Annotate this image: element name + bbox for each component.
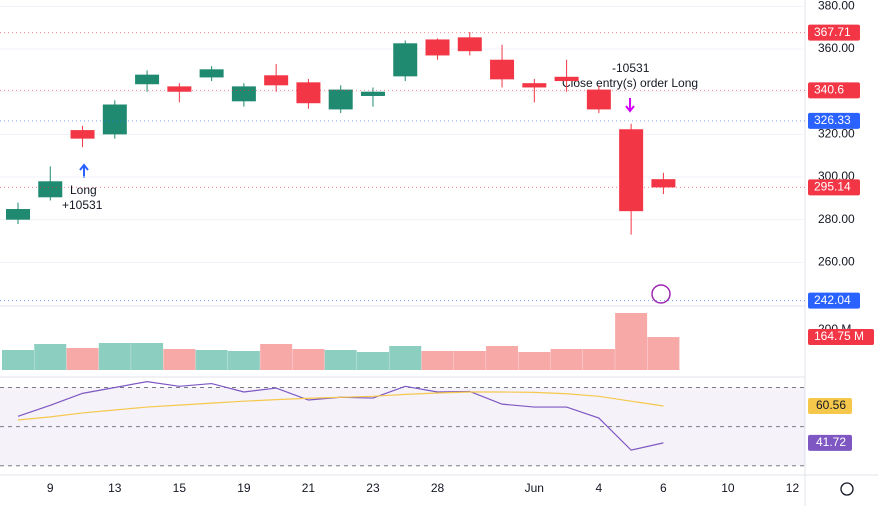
x-tick-label: 10 — [721, 481, 735, 495]
entry-arrow — [79, 163, 89, 178]
price-label: 367.71 — [814, 25, 851, 39]
y-tick-label: 380.00 — [818, 0, 855, 13]
candle-body — [393, 43, 418, 77]
rsi-label-bg — [808, 434, 852, 451]
annotation: Long — [70, 183, 97, 197]
candle-body — [38, 181, 63, 198]
x-tick-label: 9 — [47, 481, 54, 495]
price-label: 295.14 — [814, 180, 851, 194]
candle-body — [135, 74, 160, 85]
y-tick-label: 360.00 — [818, 41, 855, 55]
x-tick-label: 6 — [660, 481, 667, 495]
volume-label: 164.75 M — [814, 329, 864, 343]
volume-bar — [518, 352, 551, 370]
annotation: -10531 — [612, 61, 650, 75]
annotation: Close entry(s) order Long — [562, 76, 698, 90]
candle-body — [360, 91, 385, 96]
volume-bar — [2, 350, 34, 370]
price-label: 340.6 — [814, 83, 844, 97]
settings-icon[interactable] — [840, 482, 854, 496]
candle-body — [425, 39, 450, 56]
candle-body — [651, 179, 676, 188]
candle-body — [457, 37, 482, 52]
candle-body — [70, 130, 95, 139]
volume-bar — [647, 337, 680, 370]
candle-body — [619, 129, 644, 212]
volume-bar — [486, 346, 519, 370]
annotation: +10531 — [62, 198, 103, 212]
candle-body — [167, 86, 192, 92]
y-tick-label: 260.00 — [818, 255, 855, 269]
volume-bar — [163, 349, 196, 370]
x-tick-label: 12 — [786, 481, 800, 495]
price-label-bg — [808, 292, 860, 309]
volume-bar — [453, 351, 486, 370]
volume-bar — [34, 344, 67, 370]
rsi-label: 41.72 — [816, 435, 846, 449]
x-tick-label: 23 — [366, 481, 380, 495]
candle-body — [102, 104, 127, 135]
price-label-bg — [808, 82, 860, 99]
volume-bar — [389, 346, 422, 370]
candle-body — [6, 209, 30, 220]
candle-body — [554, 76, 579, 82]
volume-bar — [550, 349, 583, 370]
x-tick-label: 28 — [431, 481, 445, 495]
candle-body — [490, 59, 515, 80]
candle-body — [522, 83, 547, 88]
volume-bar — [227, 351, 260, 370]
volume-bar — [98, 343, 131, 370]
y-tick-label: 280.00 — [818, 212, 855, 226]
x-tick-label: 13 — [108, 481, 122, 495]
price-label-bg — [808, 179, 860, 196]
volume-bar — [356, 352, 389, 370]
x-tick-label: 15 — [173, 481, 187, 495]
x-tick-label: 19 — [237, 481, 251, 495]
rsi-label-bg — [808, 397, 852, 414]
candle-body — [264, 75, 289, 86]
x-tick-label: 4 — [596, 481, 603, 495]
rsi-line — [17, 391, 664, 421]
exit-arrow — [625, 98, 635, 113]
volume-bar — [421, 351, 454, 370]
volume-bar — [66, 348, 99, 370]
volume-bar — [615, 313, 648, 370]
volume-bar — [292, 349, 325, 370]
rsi-label: 60.56 — [816, 398, 846, 412]
candle-body — [328, 89, 353, 110]
volume-bar — [131, 343, 164, 370]
candle-body — [296, 82, 321, 104]
price-label: 242.04 — [814, 293, 851, 307]
volume-bar — [324, 350, 357, 370]
volume-label-bg — [808, 329, 874, 346]
volume-bar — [195, 350, 228, 370]
volume-bar — [582, 349, 615, 370]
price-label: 326.33 — [814, 113, 851, 127]
price-label-bg — [808, 112, 860, 129]
candle-body — [231, 86, 256, 102]
volume-bar — [260, 344, 293, 370]
x-tick-label: Jun — [525, 481, 544, 495]
alert-icon[interactable] — [651, 284, 671, 304]
candle-body — [586, 89, 611, 110]
candle-body — [199, 69, 224, 78]
y-tick-label: 320.00 — [818, 127, 855, 141]
price-label-bg — [808, 24, 860, 41]
x-tick-label: 21 — [302, 481, 316, 495]
